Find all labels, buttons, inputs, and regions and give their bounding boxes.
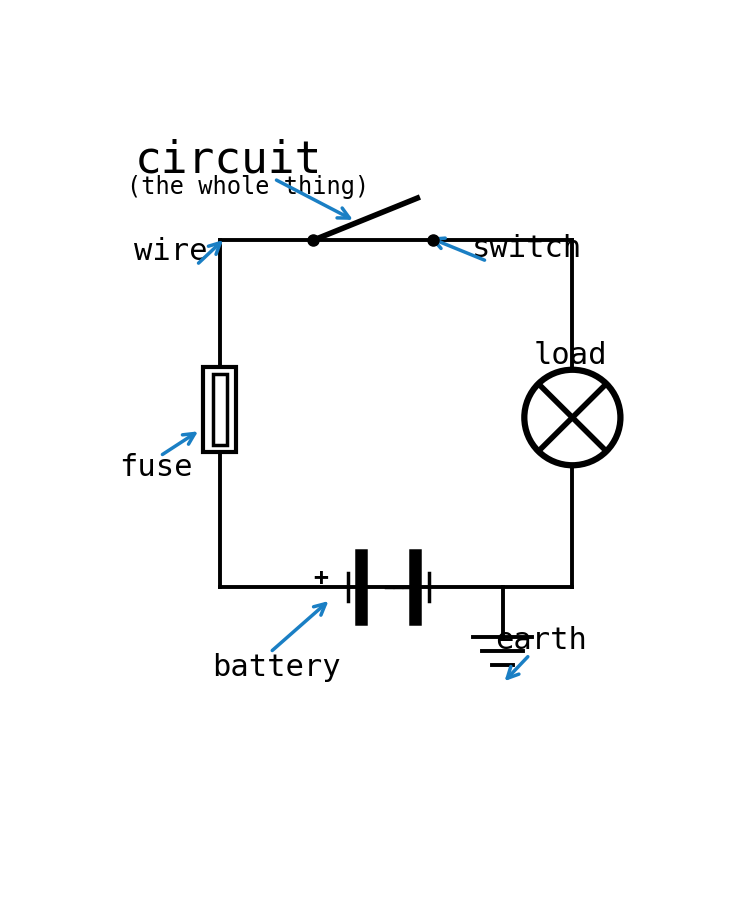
Bar <box>212 374 226 446</box>
Text: +: + <box>313 566 328 590</box>
Bar <box>204 368 236 452</box>
Text: circuit: circuit <box>135 138 322 181</box>
Text: load: load <box>534 342 607 370</box>
Text: earth: earth <box>495 627 587 655</box>
Text: fuse: fuse <box>119 453 193 482</box>
Text: (the whole thing): (the whole thing) <box>126 175 369 199</box>
Text: switch: switch <box>472 233 582 263</box>
Text: wire: wire <box>135 237 208 267</box>
Text: battery: battery <box>212 653 340 682</box>
Circle shape <box>524 369 620 465</box>
